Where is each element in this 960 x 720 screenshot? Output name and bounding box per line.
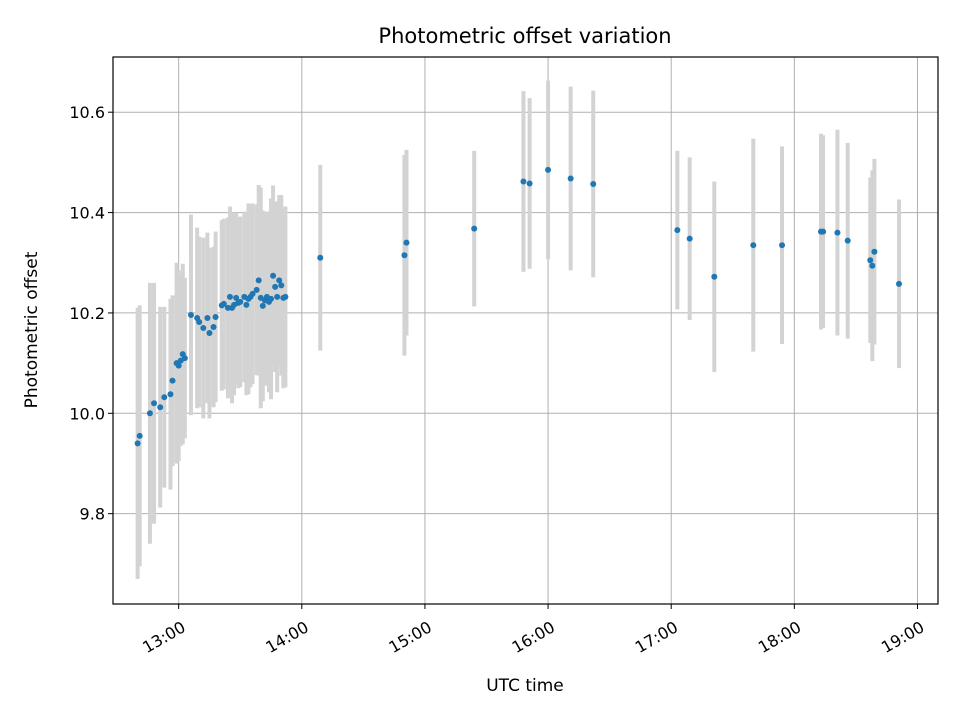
data-point <box>167 391 174 398</box>
data-point <box>896 280 903 287</box>
data-point <box>567 175 574 182</box>
data-point <box>136 432 143 439</box>
data-point <box>711 273 718 280</box>
data-point <box>175 362 182 369</box>
data-point <box>161 394 168 401</box>
x-axis-label: UTC time <box>486 676 564 696</box>
data-point <box>226 293 233 300</box>
data-point <box>871 248 878 255</box>
data-point <box>157 404 164 411</box>
data-point <box>200 324 207 331</box>
data-point <box>253 286 260 293</box>
data-point <box>169 377 176 384</box>
y-tick-label: 10.2 <box>69 304 105 323</box>
data-point <box>270 272 277 279</box>
data-point <box>272 283 279 290</box>
data-point <box>220 300 227 307</box>
data-point <box>224 304 231 311</box>
data-point <box>869 262 876 269</box>
data-point <box>276 277 283 284</box>
data-point <box>867 257 874 264</box>
data-point <box>834 229 841 236</box>
y-tick-label: 10.0 <box>69 404 105 423</box>
data-point <box>750 242 757 249</box>
y-tick-label: 10.4 <box>69 204 105 223</box>
data-point <box>520 178 527 185</box>
y-tick-label: 10.6 <box>69 103 105 122</box>
data-point <box>259 302 266 309</box>
data-point <box>401 252 408 259</box>
data-point <box>686 235 693 242</box>
data-point <box>181 355 188 362</box>
data-point <box>255 277 262 284</box>
data-point <box>674 227 681 234</box>
data-points <box>134 166 903 447</box>
data-point <box>268 295 275 302</box>
data-point <box>249 290 256 297</box>
data-point <box>820 228 827 235</box>
chart-title: Photometric offset variation <box>378 24 671 48</box>
y-tick-label: 9.8 <box>80 505 105 524</box>
axes-frame <box>112 56 939 605</box>
data-point <box>403 239 410 246</box>
data-point <box>233 294 240 301</box>
data-point <box>545 166 552 173</box>
data-point <box>204 314 211 321</box>
data-point <box>212 313 219 320</box>
data-point <box>237 298 244 305</box>
data-point <box>206 330 213 337</box>
data-point <box>844 237 851 244</box>
data-point <box>471 225 478 232</box>
data-point <box>317 254 324 261</box>
data-point <box>187 311 194 318</box>
data-point <box>282 293 289 300</box>
data-point <box>526 180 533 187</box>
data-point <box>590 180 597 187</box>
data-point <box>210 323 217 330</box>
data-point <box>146 410 153 417</box>
data-point <box>134 440 141 447</box>
data-point <box>196 318 203 325</box>
y-axis-ticks: 9.8 10.0 10.2 10.4 10.6 <box>69 103 113 524</box>
data-point <box>274 293 281 300</box>
y-axis-label: Photometric offset <box>22 251 42 408</box>
data-point <box>278 282 285 289</box>
data-point <box>243 301 250 308</box>
data-point <box>151 400 158 407</box>
data-point <box>779 242 786 249</box>
